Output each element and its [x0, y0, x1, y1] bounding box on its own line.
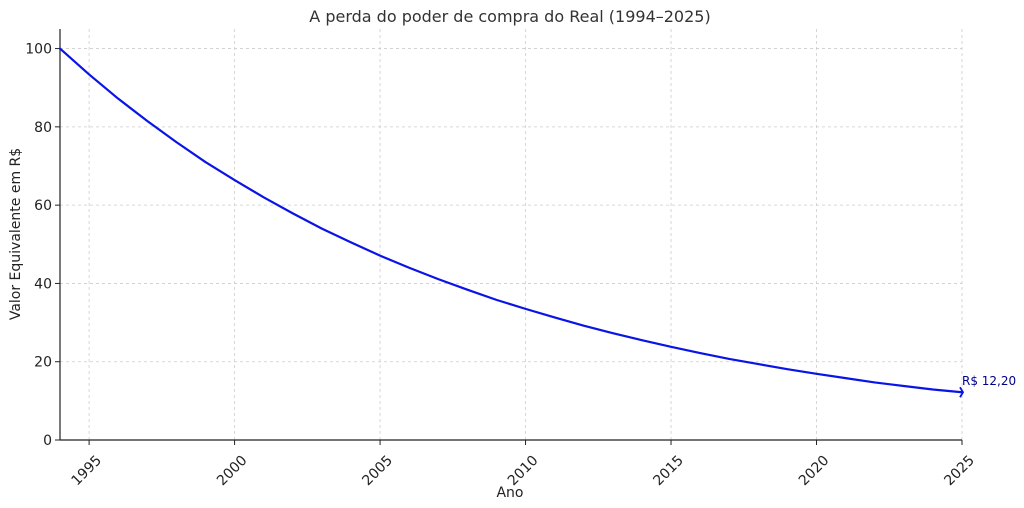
- x-axis-label: Ano: [496, 485, 523, 501]
- chart-title: A perda do poder de compra do Real (1994…: [309, 7, 710, 26]
- y-tick-label: 20: [34, 355, 52, 371]
- series-line: [58, 47, 964, 394]
- y-tick-label: 40: [34, 276, 52, 292]
- y-tick-label: 100: [25, 42, 52, 58]
- axes-frame: [59, 29, 962, 441]
- annotation-arrow-icon: [959, 386, 965, 398]
- annotation-label: R$ 12,20: [962, 374, 1016, 388]
- annotations: R$ 12,20: [959, 374, 1016, 398]
- y-tick-label: 60: [34, 198, 52, 214]
- y-tick-label: 0: [43, 433, 52, 449]
- y-tick-label: 80: [34, 120, 52, 136]
- y-axis-label: Valor Equivalente em R$: [8, 148, 24, 320]
- series: [58, 47, 964, 394]
- grid: [60, 29, 963, 441]
